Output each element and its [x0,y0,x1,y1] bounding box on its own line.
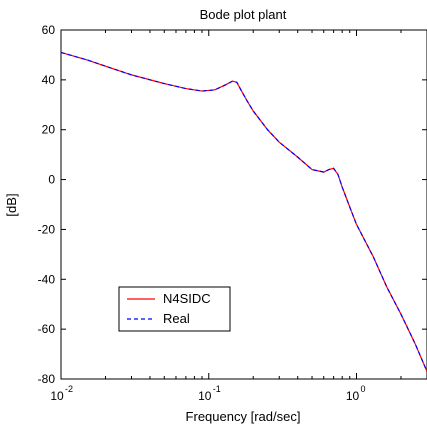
y-axis: 60 40 20 0 -20 -40 -60 -80 [38,23,427,386]
y-tick-label: 20 [42,123,56,137]
x-tick-exponent: -1 [213,384,221,394]
x-tick-label: 10 [346,389,360,403]
y-axis-label: [dB] [4,193,19,216]
y-tick-label: -40 [38,272,56,286]
x-tick-label: 10 [198,389,212,403]
y-tick-label: -20 [38,222,56,236]
chart-title: Bode plot plant [200,7,287,22]
legend-label-real: Real [163,311,190,326]
x-axis: 10 -2 10 -1 10 0 [50,30,427,403]
plot-area [60,29,427,380]
legend: N4SIDC Real [118,286,231,332]
y-tick-label: 40 [42,73,56,87]
x-axis-label: Frequency [rad/sec] [186,409,301,424]
x-tick-exponent: 0 [361,384,366,394]
x-tick-exponent: -2 [65,384,73,394]
y-tick-label: 60 [42,23,56,37]
y-tick-label: -80 [38,372,56,386]
curves [60,51,427,372]
legend-label-n4sidc: N4SIDC [163,291,211,306]
series-line-n4sidc [60,51,427,372]
y-tick-label: -60 [38,322,56,336]
y-tick-label: 0 [48,173,55,187]
legend-box [118,286,231,332]
x-tick-label: 10 [50,389,64,403]
